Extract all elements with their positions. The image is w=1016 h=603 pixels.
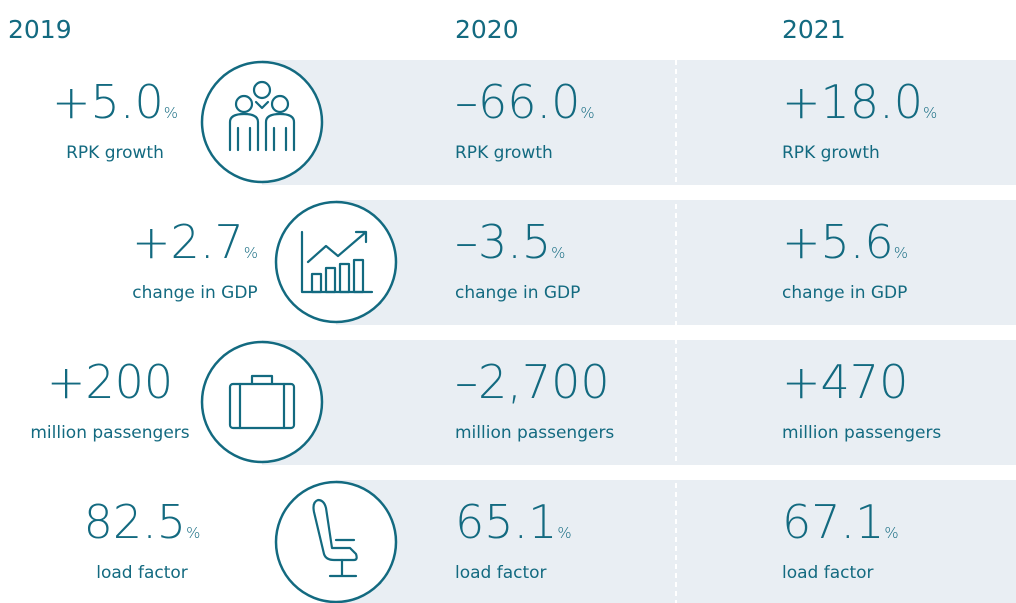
value-unit: % [551,244,565,262]
value-number: 67.1 [782,495,884,549]
value-label: load factor [96,563,188,583]
band [262,340,1016,465]
value-unit: % [884,524,898,542]
value: +18.0% [782,75,937,129]
value: +2.7% [132,215,258,269]
value-unit: % [923,104,937,122]
value-number: –2,700 [455,355,610,409]
value-label: change in GDP [455,283,580,303]
band [262,60,1016,185]
value-number: +5.0 [52,75,164,129]
value-number: +5.6 [782,215,894,269]
value-unit: % [894,244,908,262]
value-unit: % [557,524,571,542]
year: 2019 [8,15,72,44]
value-label: change in GDP [782,283,907,303]
value-label: million passengers [782,423,941,443]
value: +5.0% [52,75,178,129]
value: +200 [47,355,173,409]
value-unit: % [164,104,178,122]
value-number: –66.0 [455,75,580,129]
value-number: +470 [782,355,908,409]
value: 82.5% [84,495,201,549]
icon-suitcase [200,340,324,464]
value-unit: % [580,104,594,122]
value-label: change in GDP [132,283,257,303]
value-label: load factor [455,563,547,583]
value: –2,700 [455,355,610,409]
year: 2021 [782,15,846,44]
value-number: +18.0 [782,75,923,129]
icon-seat [274,480,398,603]
value-label: RPK growth [66,143,164,163]
value: +470 [782,355,908,409]
value-label: RPK growth [782,143,880,163]
value: 67.1% [782,495,899,549]
value-label: million passengers [30,423,189,443]
value: –66.0% [455,75,595,129]
value-number: 82.5 [84,495,186,549]
value-unit: % [244,244,258,262]
value-label: load factor [782,563,874,583]
value-number: +200 [47,355,173,409]
year: 2020 [455,15,519,44]
value: –3.5% [455,215,565,269]
value-number: –3.5 [455,215,551,269]
value-label: million passengers [455,423,614,443]
value-label: RPK growth [455,143,553,163]
icon-chart [274,200,398,324]
value-number: 65.1 [455,495,557,549]
value-unit: % [186,524,200,542]
value: 65.1% [455,495,572,549]
value: +5.6% [782,215,908,269]
icon-people [200,60,324,184]
bands [262,60,1016,603]
value-number: +2.7 [132,215,244,269]
